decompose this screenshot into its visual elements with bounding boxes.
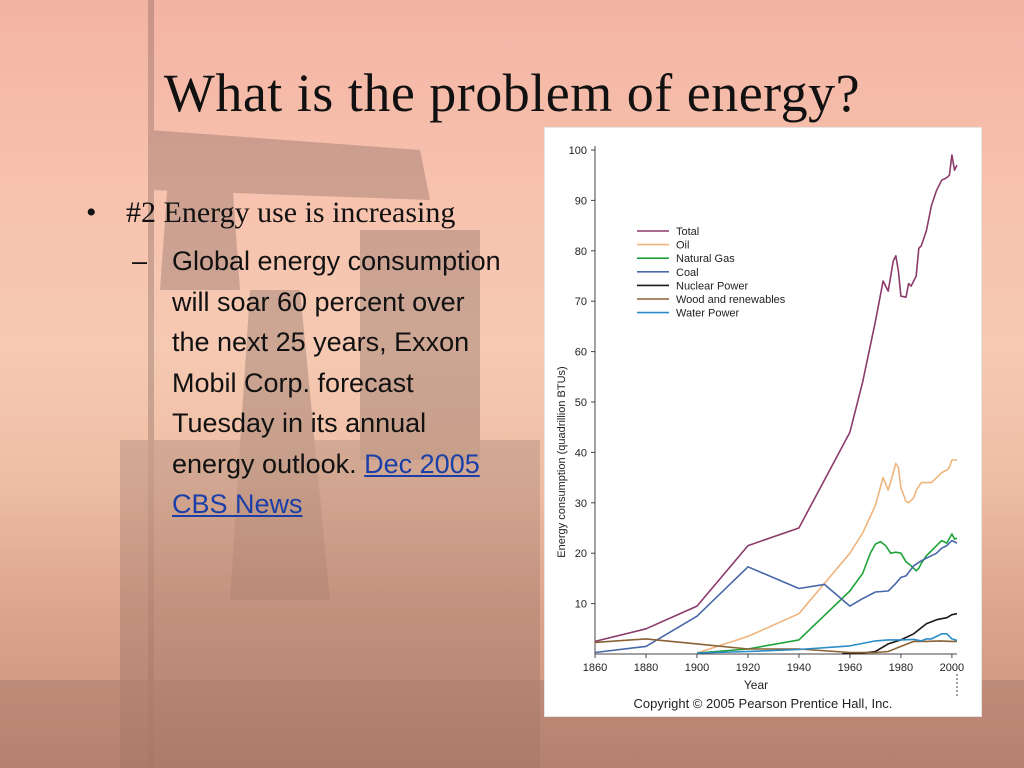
y-tick-label: 40 [575, 447, 587, 459]
y-axis-label: Energy consumption (quadrillion BTUs) [556, 366, 568, 557]
x-tick-label: 1860 [583, 662, 607, 674]
bullet-item: • #2 Energy use is increasing [86, 192, 506, 233]
x-tick-label: 1940 [787, 662, 811, 674]
y-tick-label: 100 [569, 145, 587, 157]
series-line-total [594, 154, 958, 643]
energy-consumption-chart: 10 20 30 40 50 60 70 80 90 100 1860 1880 1900 1920 194… [556, 145, 964, 698]
series-line-coal [594, 539, 958, 654]
legend-label-water-power: Water Power [676, 308, 740, 320]
y-tick-label: 60 [575, 347, 587, 359]
sub-bullet-item: – Global energy consumption will soar 60… [132, 241, 506, 525]
bullet-text: #2 Energy use is increasing [126, 196, 456, 229]
y-tick-label: 50 [575, 397, 587, 409]
y-tick-label: 80 [575, 246, 587, 258]
y-tick-label: 20 [575, 548, 587, 560]
slide-title: What is the problem of energy? [163, 63, 861, 123]
series-line-wood-and-renewables [594, 638, 957, 654]
series-line-oil [696, 459, 957, 654]
x-tick-label: 1900 [685, 662, 709, 674]
source-link[interactable]: Dec 2005 CBS News [172, 448, 480, 520]
y-tick-label: 90 [575, 195, 587, 207]
y-tick-label: 10 [575, 599, 587, 611]
sub-bullet-dash: – [132, 246, 148, 276]
x-axis-label: Year [744, 678, 768, 692]
bullet-list: • #2 Energy use is increasing – Global e… [86, 192, 506, 525]
x-tick-label: 1920 [736, 662, 760, 674]
x-tick-label: 2000 [940, 662, 964, 674]
legend-label-total: Total [676, 226, 699, 238]
y-tick-label: 70 [575, 296, 587, 308]
x-tick-label: 1960 [838, 662, 862, 674]
legend-label-wood-and-renewables: Wood and renewables [676, 294, 786, 306]
legend-label-nuclear-power: Nuclear Power [676, 280, 748, 292]
legend-label-coal: Coal [676, 267, 699, 279]
legend-label-oil: Oil [676, 240, 689, 252]
y-tick-label: 30 [575, 498, 587, 510]
x-tick-label: 1980 [889, 662, 913, 674]
series-line-water-power [696, 633, 958, 654]
x-tick-label: 1880 [634, 662, 658, 674]
energy-chart-card: 10 20 30 40 50 60 70 80 90 100 1860 1880 1900 1920 194… [545, 128, 981, 716]
sub-bullet-text: Global energy consumption will soar 60 p… [172, 246, 501, 479]
bullet-dot: • [86, 196, 97, 229]
legend-label-natural-gas: Natural Gas [676, 253, 735, 265]
series-line-natural-gas [696, 533, 958, 654]
chart-copyright: Copyright © 2005 Pearson Prentice Hall, … [633, 696, 893, 711]
